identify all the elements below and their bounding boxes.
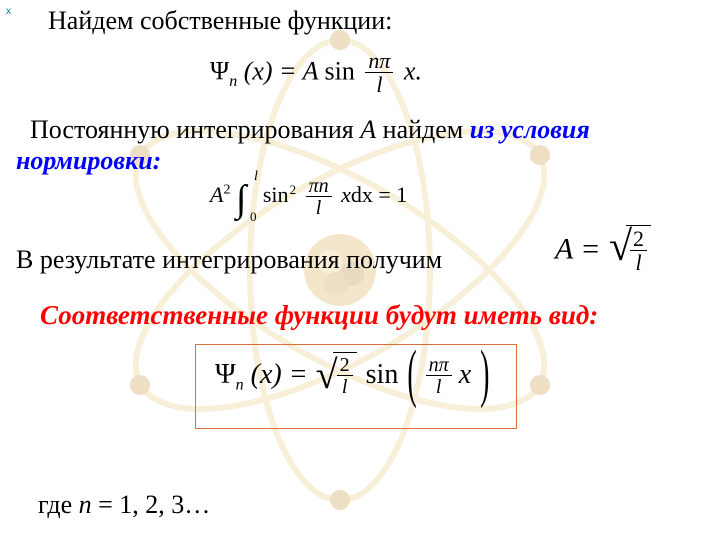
int-lower: 0 [250,209,257,225]
corner-mark: х [6,6,11,17]
final-label: Соответственные функции будут иметь вид: [40,300,598,331]
int-upper: l [254,169,258,185]
l6a: где [38,490,79,519]
norm-Aexp: 2 [223,183,230,198]
A-eq: A = [555,233,608,266]
l2-var: A [360,115,376,144]
sin-1: sin [325,57,355,86]
formula-final: Ψn (x) = √ 2 l sin ( nπ l x ) [215,352,491,398]
where-text: где n = 1, 2, 3… [38,490,210,520]
l6c: = 1, 2, 3… [92,490,211,519]
formula-A-result: A = √ 2 l [555,225,651,275]
formula-psi-definition: Ψn (x) = A sin nπ l x. [210,50,422,97]
title-text: Найдем собственные функции: [48,6,392,36]
final-tail: x [459,359,471,390]
final-frac-top: 2 [337,355,353,376]
l2a: Постоянную интегрирования [30,115,360,144]
result-text: В результате интегрирования получим [16,245,442,275]
norm-dx: dx [351,182,373,207]
normalization-text-2: нормировки: [16,146,161,176]
A-frac-bot: l [630,251,647,275]
A-frac-top: 2 [630,228,647,251]
psi-sub: n [229,73,237,90]
final-sub: n [236,377,244,394]
psi-arg: (x) = A [244,57,318,86]
formula-normalization: A2 ∫ l 0 sin2 πn l xdx = 1 [210,175,407,219]
l2b: найдем [376,115,470,144]
final-arg: (x) = [251,359,315,390]
final-inner-bot: l [426,376,452,398]
psi1-tail: x. [404,57,422,86]
final-frac-bot: l [337,376,353,398]
frac1-bot: l [365,73,393,97]
final-inner-top: nπ [426,355,452,376]
l6b: n [79,490,92,519]
frac1-top: nπ [365,50,393,73]
l2c: из условия [470,115,590,144]
norm-A: A [210,182,223,207]
norm-eq: = 1 [378,182,407,207]
frac2-top: πn [306,176,332,197]
normalization-text-1: Постоянную интегрирования A найдем из ус… [30,115,710,145]
frac2-bot: l [306,197,332,219]
final-psi: Ψ [215,359,236,390]
final-sin: sin [366,359,399,390]
norm-x: x [341,182,351,207]
sin-2: sin [263,182,289,207]
sin2-exp: 2 [290,182,297,197]
psi-symbol: Ψ [210,57,229,86]
